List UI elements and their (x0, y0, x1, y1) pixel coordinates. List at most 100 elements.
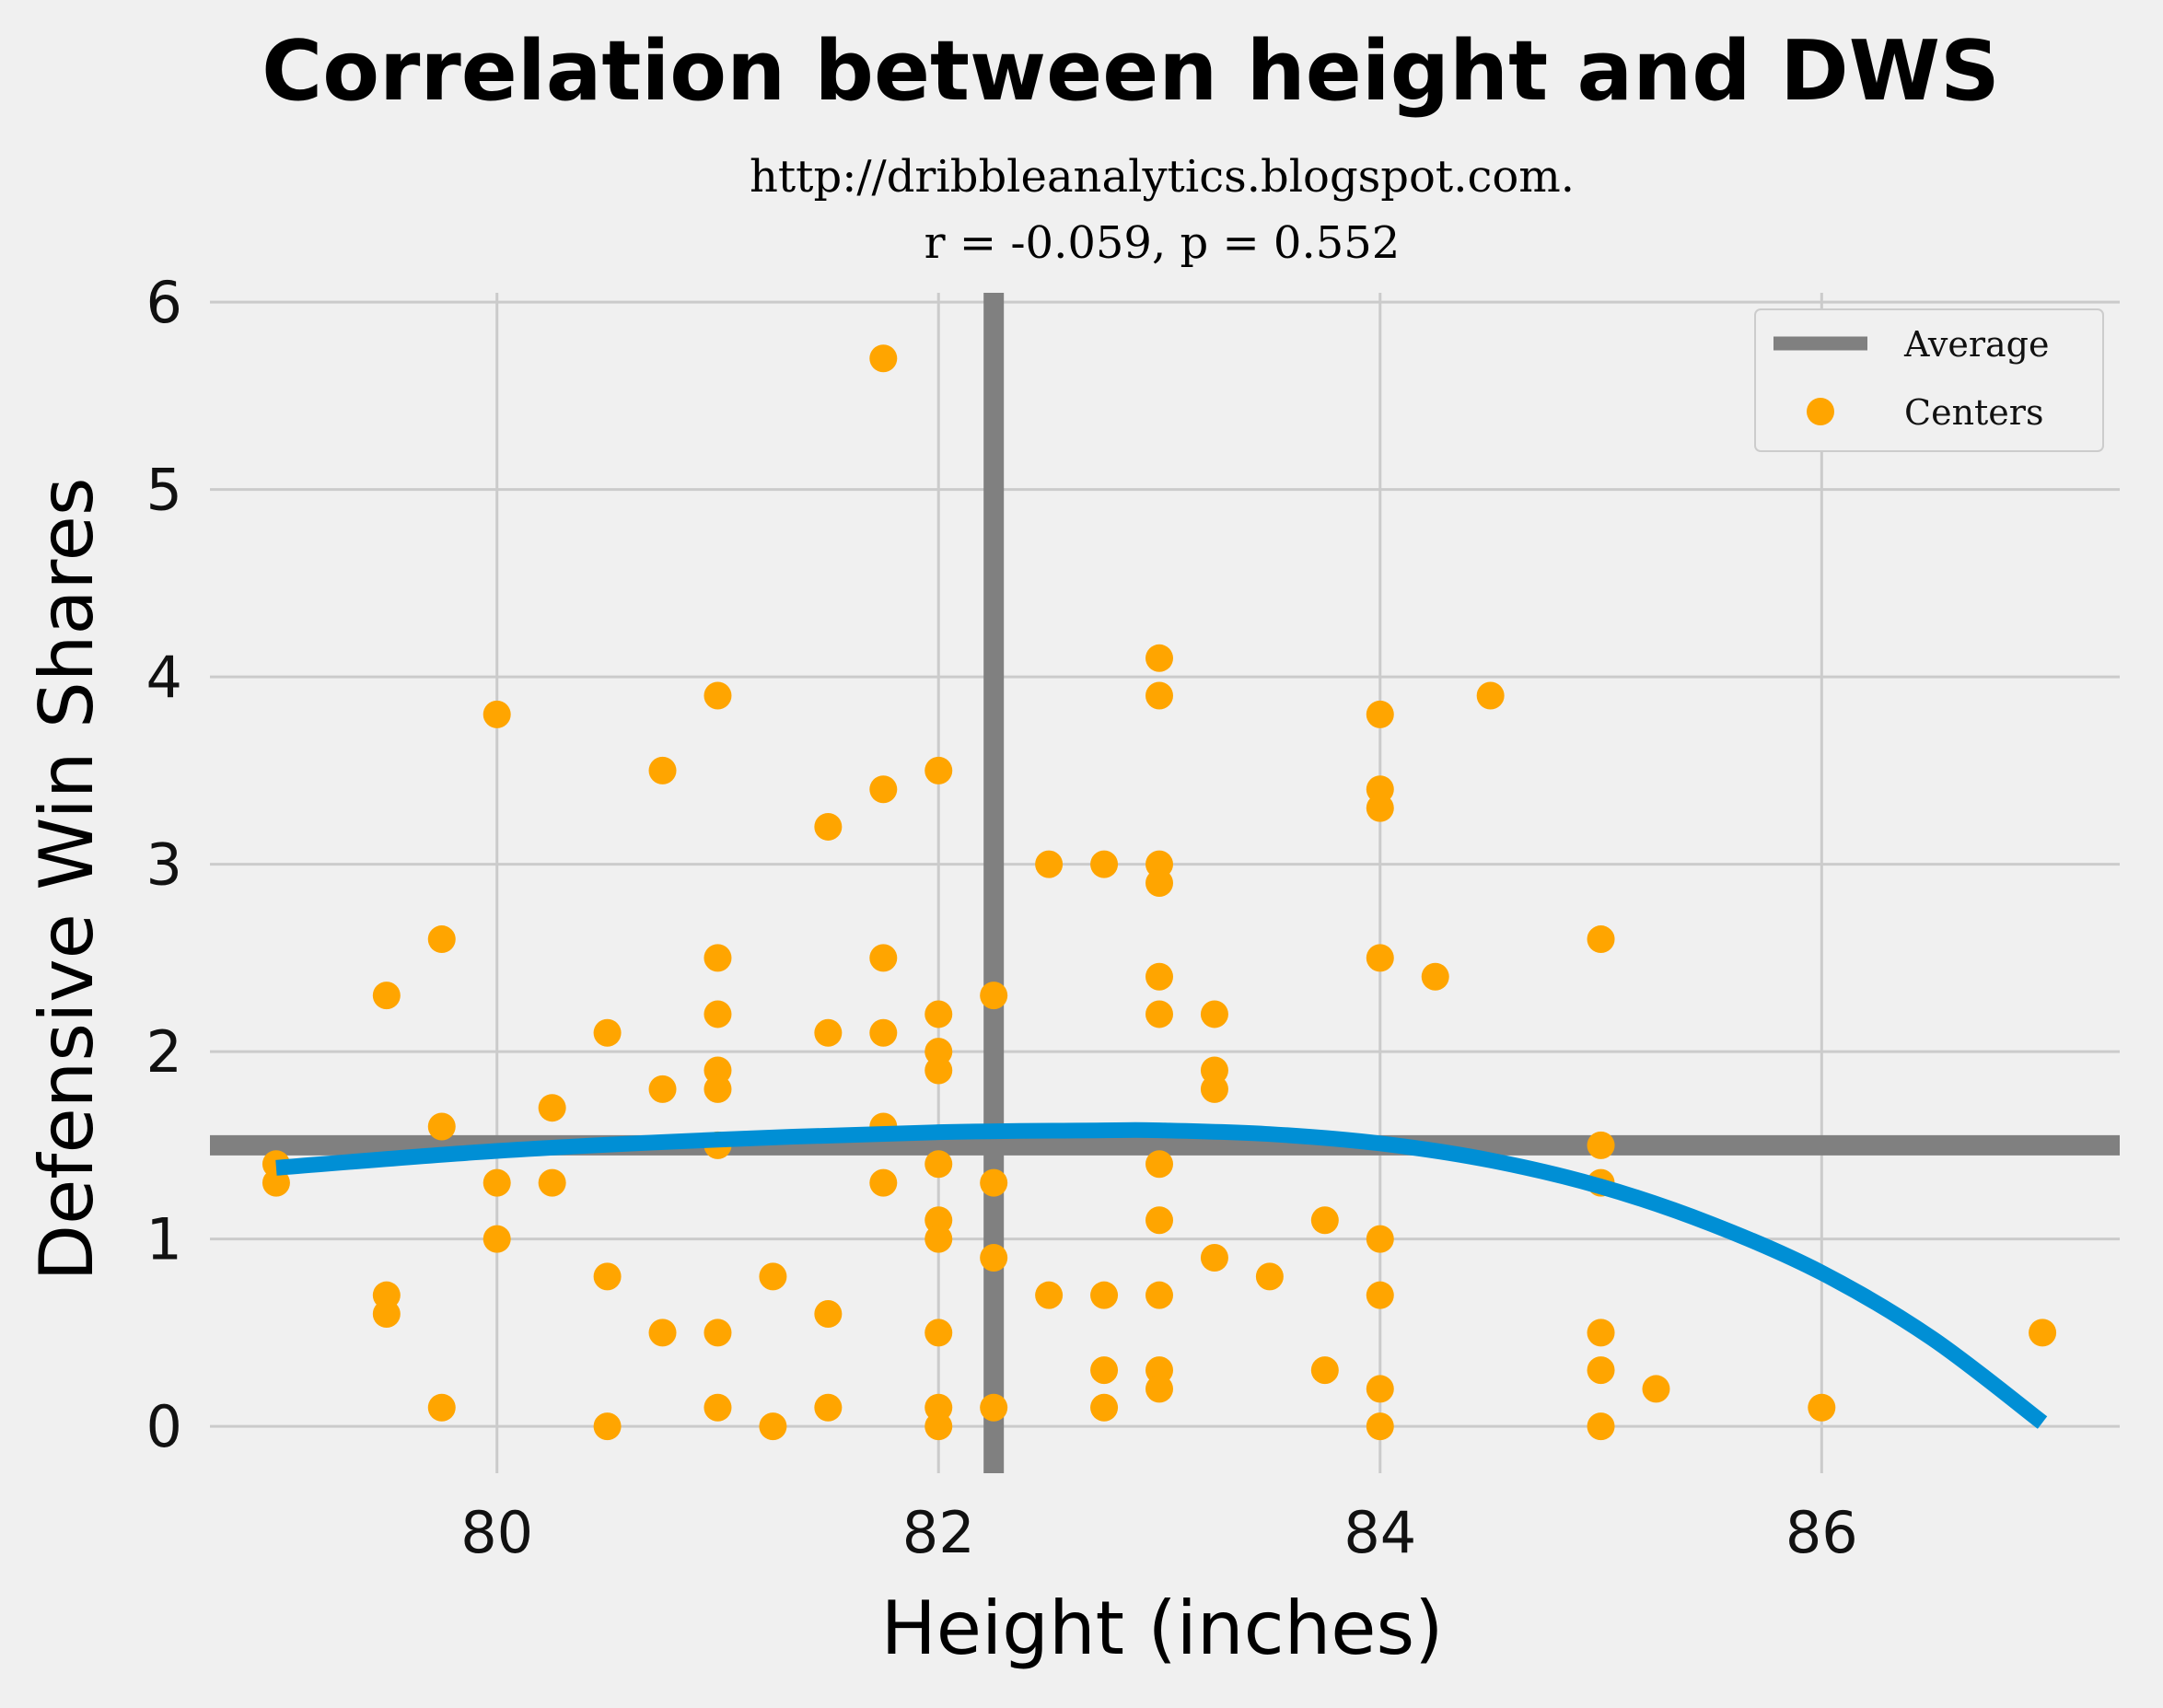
scatter-point (1090, 1281, 1119, 1309)
scatter-point (925, 1225, 953, 1253)
fit-curve (275, 1121, 2048, 1429)
scatter-point (759, 1412, 787, 1441)
scatter-point (1421, 962, 1449, 991)
scatter-points (262, 344, 2057, 1441)
scatter-point (704, 681, 732, 710)
y-tick-label: 0 (146, 1393, 182, 1460)
scatter-point (980, 982, 1008, 1010)
scatter-point (427, 1112, 456, 1141)
legend-centers-label: Centers (1904, 392, 2043, 433)
scatter-point (1145, 644, 1174, 672)
y-axis-label: Defensive Win Shares (24, 477, 110, 1281)
scatter-point (759, 1262, 787, 1291)
scatter-point (704, 944, 732, 972)
scatter-point (1090, 1356, 1119, 1385)
scatter-point (869, 1168, 898, 1197)
scatter-point (1035, 850, 1064, 878)
x-tick-label: 84 (1343, 1499, 1416, 1566)
x-tick-label: 86 (1785, 1499, 1858, 1566)
chart-title: Correlation between height and DWS (262, 23, 2000, 120)
scatter-point (1145, 1281, 1174, 1309)
scatter-point (1366, 700, 1394, 728)
y-tick-label: 1 (146, 1206, 182, 1273)
scatter-point (1808, 1393, 1836, 1422)
scatter-point (704, 1075, 732, 1103)
scatter-point (814, 1393, 843, 1422)
fit-line (275, 1121, 2048, 1429)
scatter-point (925, 1056, 953, 1085)
scatter-point (1310, 1206, 1339, 1235)
legend-average-label: Average (1903, 324, 2050, 365)
y-tick-label: 3 (146, 831, 182, 899)
scatter-point (1587, 1319, 1615, 1347)
scatter-point (869, 1018, 898, 1047)
scatter-point (925, 1319, 953, 1347)
scatter-point (925, 756, 953, 784)
scatter-point (1200, 1075, 1228, 1103)
scatter-point (2029, 1319, 2057, 1347)
scatter-point (648, 1319, 677, 1347)
scatter-point (483, 1168, 511, 1197)
scatter-point (704, 1319, 732, 1347)
x-tick-label: 82 (902, 1499, 975, 1566)
scatter-point (648, 1075, 677, 1103)
scatter-point (1366, 1412, 1394, 1441)
scatter-point (1310, 1356, 1339, 1385)
scatter-point (1200, 1243, 1228, 1272)
scatter-point (869, 944, 898, 972)
scatter-point (1145, 962, 1174, 991)
scatter-point (980, 1243, 1008, 1272)
scatter-point (538, 1094, 566, 1122)
scatter-point (704, 1393, 732, 1422)
scatter-point (704, 1000, 732, 1028)
x-tick-label: 80 (460, 1499, 533, 1566)
scatter-point (1200, 1000, 1228, 1028)
y-tick-label: 5 (146, 457, 182, 524)
legend-centers-swatch (1807, 398, 1834, 425)
scatter-point (1366, 794, 1394, 822)
scatter-point (1587, 1356, 1615, 1385)
scatter-point (1090, 1393, 1119, 1422)
scatter-point (1090, 850, 1119, 878)
scatter-point (1587, 1412, 1615, 1441)
scatter-point (980, 1168, 1008, 1197)
scatter-point (372, 982, 401, 1010)
scatter-point (1035, 1281, 1064, 1309)
scatter-point (262, 1168, 290, 1197)
scatter-point (1145, 681, 1174, 710)
scatter-point (869, 344, 898, 373)
scatter-point (1255, 1262, 1284, 1291)
scatter-point (925, 1000, 953, 1028)
scatter-point (538, 1168, 566, 1197)
scatter-point (1642, 1375, 1670, 1403)
scatter-point (814, 1300, 843, 1329)
scatter-point (483, 1225, 511, 1253)
scatter-point (427, 1393, 456, 1422)
chart-subtitle-line-1: http://dribbleanalytics.blogspot.com. (750, 151, 1575, 203)
scatter-point (814, 1018, 843, 1047)
scatter-point (925, 1150, 953, 1179)
scatter-point (1366, 1375, 1394, 1403)
y-tick-label: 4 (146, 644, 182, 711)
scatter-point (925, 1412, 953, 1441)
scatter-point (372, 1300, 401, 1329)
scatter-point (1145, 1206, 1174, 1235)
x-axis-label: Height (inches) (881, 1586, 1444, 1671)
tick-labels: 80 82 84 86 0 1 2 3 4 5 6 (146, 269, 1858, 1566)
scatter-point (593, 1018, 622, 1047)
scatter-point (1366, 944, 1394, 972)
scatter-point (648, 756, 677, 784)
scatter-point (593, 1412, 622, 1441)
y-tick-label: 6 (146, 269, 182, 336)
scatter-point (1145, 869, 1174, 897)
scatter-point (1476, 681, 1505, 710)
legend: Average Centers (1754, 308, 2104, 452)
scatter-point (1366, 1281, 1394, 1309)
scatter-point (1145, 1375, 1174, 1403)
scatter-point (1587, 1131, 1615, 1159)
scatter-point (1366, 1225, 1394, 1253)
scatter-point (1145, 1150, 1174, 1179)
y-tick-label: 2 (146, 1018, 182, 1086)
